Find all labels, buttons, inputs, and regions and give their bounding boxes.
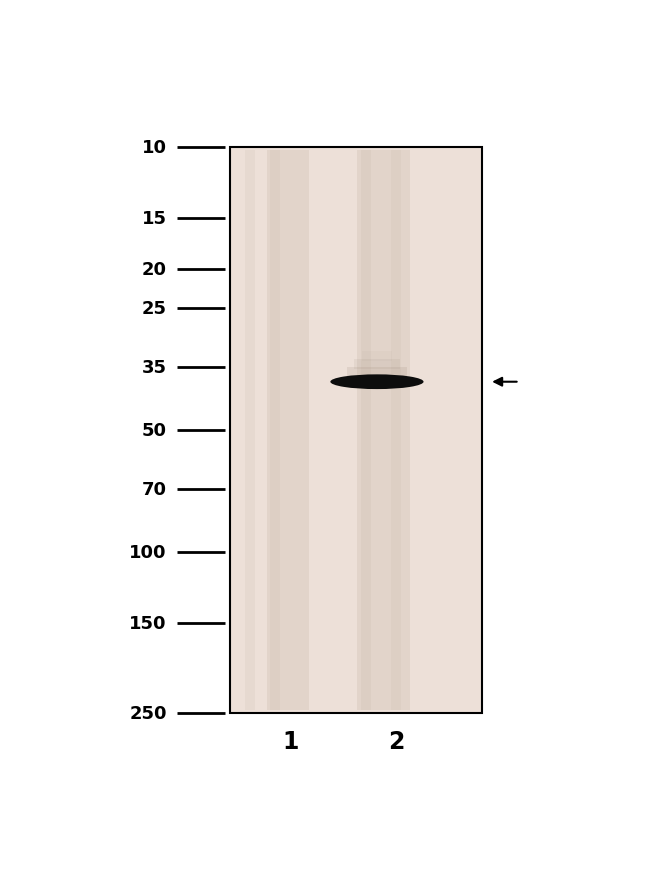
Ellipse shape	[330, 375, 424, 389]
Bar	[361, 151, 371, 710]
Text: 35: 35	[142, 359, 167, 377]
Bar	[266, 151, 309, 710]
Bar	[358, 151, 410, 710]
Text: 1: 1	[282, 729, 298, 753]
Bar	[346, 368, 407, 378]
Text: 150: 150	[129, 614, 167, 633]
Bar	[362, 352, 392, 362]
Text: 100: 100	[129, 543, 167, 561]
Bar	[391, 151, 401, 710]
Text: 2: 2	[388, 729, 404, 753]
Bar	[230, 148, 482, 713]
Text: 70: 70	[142, 481, 167, 499]
Text: 20: 20	[142, 261, 167, 279]
Bar	[270, 151, 280, 710]
Text: 25: 25	[142, 300, 167, 318]
Bar	[354, 360, 400, 370]
Text: 10: 10	[142, 139, 167, 156]
Bar	[245, 151, 255, 710]
Text: 250: 250	[129, 704, 167, 722]
Text: 15: 15	[142, 210, 167, 228]
Text: 50: 50	[142, 421, 167, 440]
